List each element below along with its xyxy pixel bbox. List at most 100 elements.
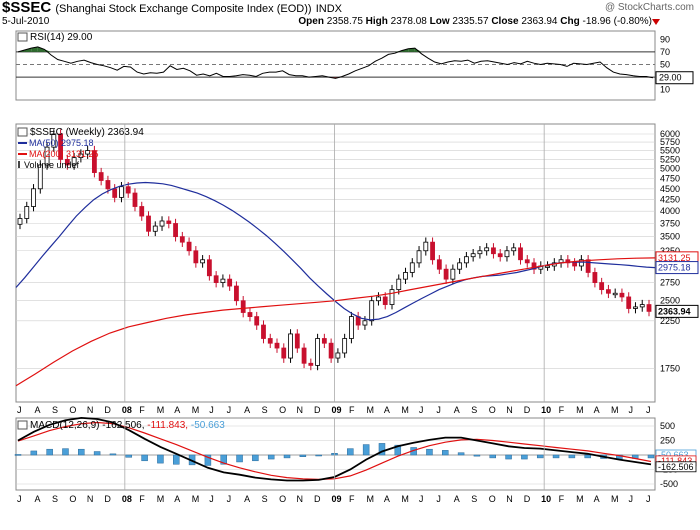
exchange: INDX xyxy=(315,3,343,15)
rsi-line xyxy=(17,46,654,79)
candle-body xyxy=(152,225,158,232)
candle-body xyxy=(71,157,77,166)
macd-x-tick: N xyxy=(297,494,304,504)
watermark: @ StockCharts.com xyxy=(604,2,694,13)
macd-x-tick: F xyxy=(559,494,565,504)
price-x-tick: M xyxy=(192,405,200,415)
rsi-legend: RSI(14) 29.00 xyxy=(30,32,93,43)
price-x-tick: A xyxy=(244,405,250,415)
macd-histogram-bar xyxy=(204,454,212,466)
macd-x-tick: M xyxy=(192,494,200,504)
price-x-tick: F xyxy=(139,405,145,415)
candle-body xyxy=(369,300,375,322)
rsi-tick-label: 90 xyxy=(660,34,670,44)
price-legend: $SSEC (Weekly) 2363.94 xyxy=(30,127,144,138)
high-value: 2378.08 xyxy=(390,16,427,27)
candle-body xyxy=(430,241,435,261)
rsi-overbought-fill xyxy=(37,46,45,52)
macd-x-tick: N xyxy=(506,494,513,504)
macd-histogram-bar xyxy=(536,454,544,459)
price-x-tick: M xyxy=(366,405,374,415)
candle-body xyxy=(342,338,348,354)
macd-histogram-bar xyxy=(362,444,370,456)
chg-label: Chg xyxy=(560,16,580,27)
rsi-tick-label: 70 xyxy=(660,47,670,57)
candle-body xyxy=(382,296,388,305)
candle-body xyxy=(112,188,118,198)
index-name: (Shanghai Stock Exchange Composite Index… xyxy=(55,3,312,15)
price-x-tick: 09 xyxy=(332,405,342,415)
macd-x-tick: A xyxy=(244,494,250,504)
macd-histogram-bar xyxy=(252,454,259,462)
price-x-tick: D xyxy=(104,405,111,415)
candle-body xyxy=(572,262,578,267)
price-x-tick: S xyxy=(52,405,58,415)
candle-body xyxy=(213,275,219,283)
candle-body xyxy=(254,316,260,326)
price-tick-label: 6000 xyxy=(660,129,680,139)
candle-body xyxy=(31,188,36,207)
macd-x-tick: A xyxy=(594,494,600,504)
macd-right-label: -162.506 xyxy=(658,462,694,472)
candle-body xyxy=(484,247,490,252)
price-x-tick: M xyxy=(611,405,619,415)
macd-histogram-bar xyxy=(347,448,354,456)
price-current-box xyxy=(655,304,699,318)
macd-x-tick: A xyxy=(174,494,180,504)
candle-body xyxy=(470,253,476,258)
macd-x-tick: J xyxy=(436,494,441,504)
macd-x-tick: S xyxy=(471,494,477,504)
candle-body xyxy=(457,262,463,270)
candle-body xyxy=(58,133,63,160)
macd-x-tick: M xyxy=(401,494,409,504)
price-x-tick: F xyxy=(559,405,565,415)
open-label: Open xyxy=(298,16,324,27)
candle-body xyxy=(294,333,300,349)
candle-body xyxy=(24,206,30,219)
price-tick-label: 5750 xyxy=(660,137,680,147)
macd-x-tick: 09 xyxy=(332,494,342,504)
candle-body xyxy=(267,338,273,344)
price-tick-label: 2250 xyxy=(660,316,680,326)
candle-body xyxy=(443,268,449,280)
macd-histogram-bar xyxy=(457,452,465,456)
macd-x-tick: J xyxy=(227,494,232,504)
macd-x-tick: 08 xyxy=(122,494,132,504)
candle-body xyxy=(389,289,395,305)
candle-body xyxy=(639,304,645,308)
candle-body xyxy=(423,241,429,252)
price-tick-label: 3250 xyxy=(660,246,680,256)
candle-body xyxy=(321,338,327,344)
candle-body xyxy=(139,206,145,217)
volume-legend: Volume undef xyxy=(24,160,80,170)
price-tick-label: 4750 xyxy=(660,173,680,183)
macd-x-tick: O xyxy=(489,494,496,504)
candle-body xyxy=(166,220,172,224)
candle-body xyxy=(619,292,625,298)
macd-right-label: -50.663 xyxy=(658,450,689,460)
rsi-panel-frame xyxy=(15,30,656,101)
macd-x-tick: M xyxy=(576,494,584,504)
candle-body xyxy=(396,278,402,291)
candle-body xyxy=(315,338,320,366)
candle-body xyxy=(578,259,584,267)
macd-x-tick: D xyxy=(314,494,321,504)
open-value: 2358.75 xyxy=(326,16,363,27)
macd-histogram-bar xyxy=(505,454,512,460)
macd-histogram-bar xyxy=(283,454,291,459)
candle-body xyxy=(240,300,246,313)
ma50-current-label: 2975.18 xyxy=(658,263,691,273)
chart-title: $SSEC (Shanghai Stock Exchange Composite… xyxy=(2,0,342,16)
candle-body xyxy=(626,296,632,309)
price-x-tick: A xyxy=(384,405,390,415)
candle-body xyxy=(173,223,178,238)
price-tick-label: 2750 xyxy=(660,278,680,288)
macd-histogram-bar xyxy=(173,454,180,465)
price-x-tick: S xyxy=(471,405,477,415)
candle-body xyxy=(98,172,104,181)
macd-histogram-bar xyxy=(521,454,528,460)
candle-body xyxy=(409,262,415,273)
rsi-overbought-fill xyxy=(414,48,422,52)
candle-body xyxy=(491,247,496,255)
macd-histogram-bar xyxy=(552,454,560,459)
